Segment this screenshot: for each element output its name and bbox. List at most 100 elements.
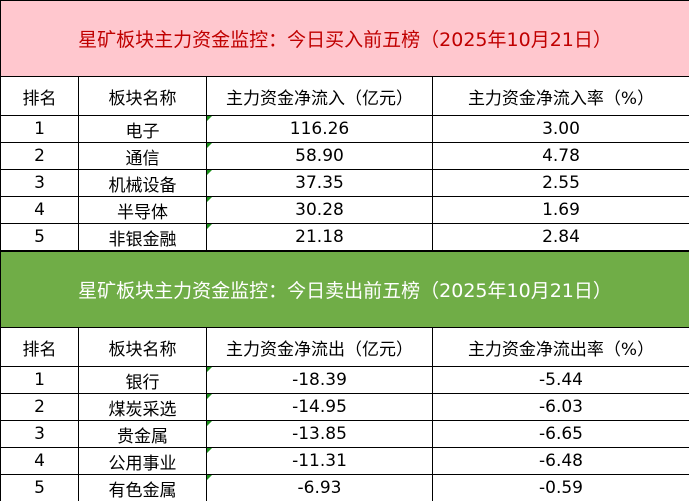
table-cell: 1.69: [431, 196, 689, 224]
table-row: 1 电子 116.26 3.00: [0, 115, 689, 143]
cell-text: 2.55: [542, 173, 580, 193]
table-cell: 2: [0, 142, 79, 170]
table-row: 2 通信 58.90 4.78: [0, 142, 689, 170]
table-cell: 3: [0, 169, 79, 197]
cell-text: 3: [34, 173, 45, 193]
table-row: 4 公用事业 -11.31 -6.48: [0, 447, 689, 475]
table-cell: 公用事业: [78, 447, 207, 475]
comment-marker-icon: [207, 116, 212, 121]
cell-text: 公用事业: [108, 453, 177, 474]
cell-text: -11.31: [292, 451, 347, 471]
table-cell: 3: [0, 420, 79, 448]
cell-text: 通信: [125, 148, 160, 169]
cell-text: 1: [34, 119, 45, 139]
table-cell: 有色金属: [78, 474, 207, 501]
cell-text: -5.44: [539, 370, 584, 390]
cell-text: -6.93: [297, 478, 342, 498]
comment-marker-icon: [207, 170, 212, 175]
column-header: 主力资金净流出（亿元）: [206, 327, 433, 367]
cell-text: 37.35: [295, 173, 344, 193]
table-cell: -6.48: [431, 447, 689, 475]
table-cell: 贵金属: [78, 420, 207, 448]
cell-text: 5: [34, 478, 45, 498]
cell-text: 机械设备: [108, 175, 177, 196]
table-row: 3 机械设备 37.35 2.55: [0, 169, 689, 197]
cell-text: 银行: [125, 372, 160, 393]
table-cell: 116.26: [206, 115, 433, 143]
table-cell: -6.93: [206, 474, 433, 501]
comment-marker-icon: [207, 421, 212, 426]
cell-text: 半导体: [117, 202, 168, 223]
table-cell: 机械设备: [78, 169, 207, 197]
table-cell: 通信: [78, 142, 207, 170]
cell-text: -13.85: [292, 424, 347, 444]
cell-text: -6.48: [539, 451, 584, 471]
table-row: 5 有色金属 -6.93 -0.59: [0, 474, 689, 501]
cell-text: 5: [34, 227, 45, 247]
column-header: 主力资金净流出率（%）: [431, 327, 689, 367]
column-header: 排名: [0, 327, 79, 367]
column-header: 排名: [0, 76, 79, 116]
table-cell: 3.00: [431, 115, 689, 143]
table-cell: -13.85: [206, 420, 433, 448]
table-cell: -18.39: [206, 366, 433, 394]
column-header: 板块名称: [78, 76, 207, 116]
cell-text: 2: [34, 397, 45, 417]
cell-text: 58.90: [295, 146, 344, 166]
cell-text: 贵金属: [117, 426, 168, 447]
table-cell: -11.31: [206, 447, 433, 475]
cell-text: 3: [34, 424, 45, 444]
table-title: 星矿板块主力资金监控：今日卖出前五榜（2025年10月21日）: [0, 251, 689, 328]
cell-text: 2.84: [542, 227, 580, 247]
table-cell: -5.44: [431, 366, 689, 394]
cell-text: 有色金属: [108, 480, 177, 501]
column-header: 主力资金净流入率（%）: [431, 76, 689, 116]
table-cell: 58.90: [206, 142, 433, 170]
cell-text: 电子: [125, 121, 160, 142]
table-cell: 5: [0, 474, 79, 501]
table-row: 2 煤炭采选 -14.95 -6.03: [0, 393, 689, 421]
table-row: 4 半导体 30.28 1.69: [0, 196, 689, 224]
table-cell: 半导体: [78, 196, 207, 224]
table-cell: -6.65: [431, 420, 689, 448]
cell-text: 2: [34, 146, 45, 166]
comment-marker-icon: [207, 197, 212, 202]
table-cell: 2: [0, 393, 79, 421]
cell-text: 煤炭采选: [108, 399, 177, 420]
comment-marker-icon: [207, 367, 212, 372]
table-cell: 37.35: [206, 169, 433, 197]
table-cell: 煤炭采选: [78, 393, 207, 421]
table-cell: 4: [0, 447, 79, 475]
table-cell: 5: [0, 223, 79, 251]
table-row: 1 银行 -18.39 -5.44: [0, 366, 689, 394]
table-cell: 4.78: [431, 142, 689, 170]
cell-text: 30.28: [295, 200, 344, 220]
cell-text: 1: [34, 370, 45, 390]
cell-text: 116.26: [289, 119, 350, 139]
cell-text: -0.59: [539, 478, 584, 498]
table-row: 5 非银金融 21.18 2.84: [0, 223, 689, 251]
cell-text: 3.00: [542, 119, 580, 139]
table-cell: 1: [0, 366, 79, 394]
cell-text: 非银金融: [108, 229, 177, 250]
table-cell: 4: [0, 196, 79, 224]
table-cell: 电子: [78, 115, 207, 143]
sell-table: 星矿板块主力资金监控：今日卖出前五榜（2025年10月21日） 排名 板块名称 主力资…: [0, 251, 689, 501]
table-title: 星矿板块主力资金监控：今日买入前五榜（2025年10月21日）: [0, 0, 689, 77]
comment-marker-icon: [207, 143, 212, 148]
table-cell: 银行: [78, 366, 207, 394]
comment-marker-icon: [207, 475, 212, 480]
buy-table: 星矿板块主力资金监控：今日买入前五榜（2025年10月21日） 排名 板块名称 主力资…: [0, 0, 689, 251]
table-cell: 2.55: [431, 169, 689, 197]
table-cell: 1: [0, 115, 79, 143]
comment-marker-icon: [207, 224, 212, 229]
cell-text: -14.95: [292, 397, 347, 417]
cell-text: 4.78: [542, 146, 580, 166]
comment-marker-icon: [207, 448, 212, 453]
column-header: 主力资金净流入（亿元）: [206, 76, 433, 116]
table-cell: -0.59: [431, 474, 689, 501]
table-cell: 2.84: [431, 223, 689, 251]
cell-text: 21.18: [295, 227, 344, 247]
cell-text: -6.65: [539, 424, 584, 444]
